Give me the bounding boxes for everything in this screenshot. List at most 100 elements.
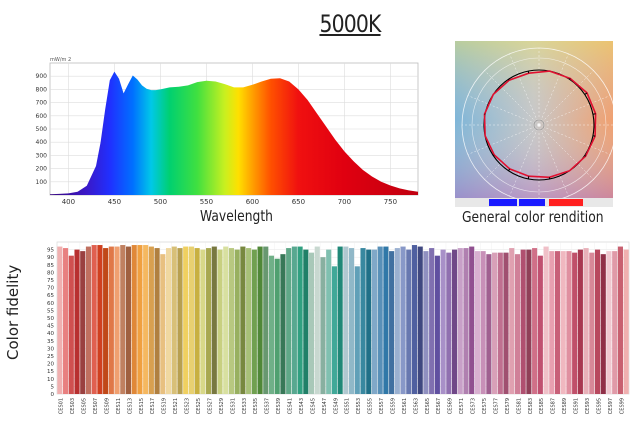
x-tick-label: CES01 [59,398,65,414]
fidelity-bar [429,248,435,394]
y-tick-label: 30 [47,346,54,352]
fidelity-bar [165,248,172,394]
x-tick-label: CES03 [70,398,76,414]
x-tick-label: CES15 [139,398,145,414]
x-tick-label: CES31 [230,398,236,414]
cvg-xlabel: General color rendition [462,208,604,226]
fidelity-bar [383,246,389,394]
shift-arrow [508,78,510,81]
x-tick-label: CES73 [471,398,477,414]
fidelity-bar [337,246,343,394]
x-tick-label: CES13 [127,398,133,414]
fidelity-bar [411,245,418,394]
fidelity-bar [400,246,406,394]
fidelity-bar [171,246,177,394]
y-tick-label: 700 [36,100,48,107]
fidelity-bar [394,248,400,394]
x-tick-label: CES17 [150,398,156,414]
x-tick-label: CES95 [596,398,602,414]
fidelity-bar [457,248,463,394]
fidelity-bar [514,254,521,394]
fidelity-bar [389,251,395,394]
spectrum-xlabel: Wavelength [200,207,273,225]
fidelity-bar [57,246,63,394]
x-tick-label: CES43 [299,398,305,414]
x-tick-label: CES53 [356,398,362,414]
fidelity-bar [125,246,132,394]
y-tick-label: 0 [51,392,55,398]
fidelity-bar [314,246,320,394]
x-tick-label: 550 [200,198,213,205]
x-tick-label: 650 [292,198,305,205]
y-tick-label: 20 [47,362,54,368]
fidelity-bar [74,249,80,394]
x-tick-label: CES83 [528,398,534,414]
outer-ring [471,57,607,193]
x-tick-label: CES91 [574,398,580,414]
fidelity-bar [63,248,69,394]
fidelity-bar [509,248,515,394]
x-tick-label: CES37 [265,398,271,414]
fidelity-bar [85,246,92,394]
x-tick-label: CES61 [402,398,408,414]
hue-bin-spoke [467,124,540,155]
y-tick-label: 50 [47,316,54,322]
fidelity-bar [194,248,200,394]
y-tick-label: 10 [47,377,54,383]
fidelity-bar [154,248,160,394]
fidelity-bar [600,254,606,394]
y-tick-label: 70 [47,286,54,292]
fidelity-bar [486,254,492,394]
x-tick-label: CES27 [207,398,213,414]
legend-swatch [549,199,583,206]
fidelity-bar [463,248,469,394]
fidelity-bar [286,248,292,394]
x-tick-label: CES55 [368,398,374,414]
fidelity-bar [291,246,297,394]
hue-bin-spoke [538,53,569,126]
x-tick-label: CES69 [448,398,454,414]
hue-bin-spoke [509,53,540,126]
x-tick-label: CES67 [436,398,442,414]
fidelity-bar [377,246,383,394]
fidelity-bar [228,248,235,394]
x-tick-label: 600 [246,198,259,205]
x-tick-label: CES41 [288,398,294,414]
fidelity-bar [423,251,429,394]
fidelity-bar [143,245,149,394]
fidelity-bar [440,249,446,394]
fidelity-bar [326,249,332,394]
shift-arrow [508,168,511,172]
fidelity-bar [268,255,275,394]
x-tick-label: CES65 [425,398,431,414]
x-tick-label: CES35 [253,398,259,414]
hue-bin-spoke [484,70,540,126]
fidelity-bar [131,245,137,394]
hue-bin-spoke [538,95,611,126]
x-tick-label: CES87 [551,398,557,414]
fidelity-bar [606,251,612,394]
y-tick-label: 95 [47,248,54,254]
fidelity-bar [206,248,212,394]
y-tick-label: 65 [47,293,54,299]
y-tick-label: 600 [36,113,48,120]
x-tick-label: CES09 [105,398,111,414]
x-tick-label: CES81 [516,398,522,414]
x-tick-label: CES39 [276,398,282,414]
center-mark [533,119,545,131]
fidelity-bar [200,249,206,394]
fidelity-bar [543,246,549,394]
fidelity-bar [280,254,286,394]
fidelity-bar [108,246,114,394]
shift-arrow [492,154,495,156]
x-tick-label: CES33 [242,398,248,414]
fidelity-bar [589,252,595,394]
fidelity-bar [251,249,257,394]
fidelity-bar [331,266,337,394]
x-tick-label: CES29 [219,398,225,414]
fidelity-bar [451,249,458,394]
y-tick-label: 85 [47,263,54,269]
x-tick-label: CES05 [82,398,88,414]
x-tick-label: CES79 [505,398,511,414]
